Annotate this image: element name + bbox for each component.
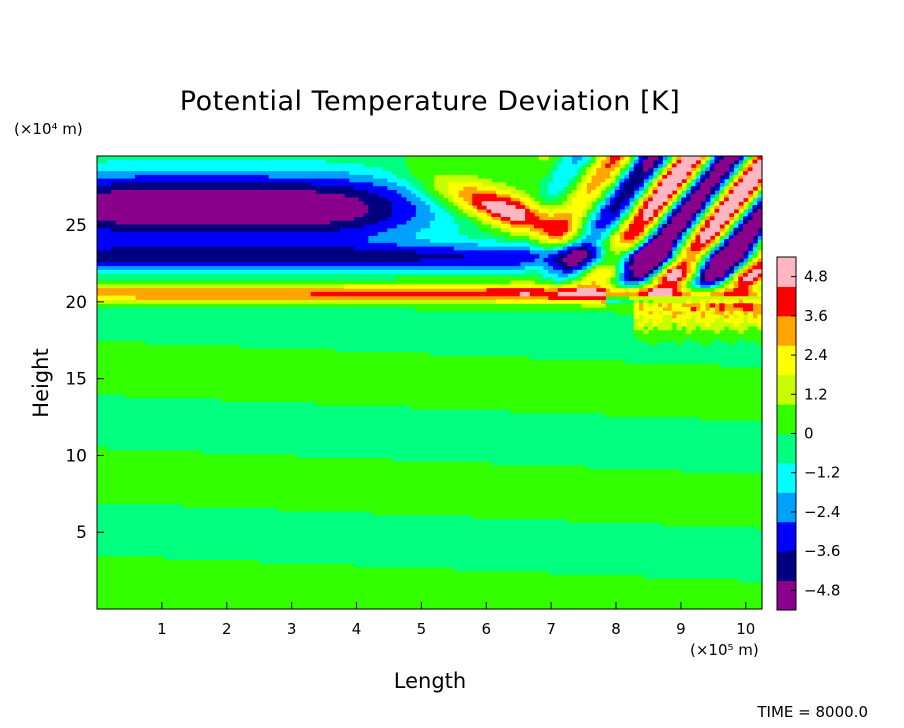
heatmap-color-region bbox=[97, 156, 763, 327]
plot-area: 1 2 3 4 5 6 7 8 9 10 5 10 15 20 25 bbox=[65, 155, 763, 638]
x-tick-label: 4 bbox=[352, 620, 362, 638]
colorbar-tick-label: −4.8 bbox=[804, 581, 840, 599]
y-unit-label: (×10⁴ m) bbox=[14, 120, 83, 138]
y-tick-label: 20 bbox=[65, 293, 87, 313]
heatmap-color-region bbox=[97, 156, 763, 282]
x-tick-label: 9 bbox=[676, 620, 686, 638]
chart-title: Potential Temperature Deviation [K] bbox=[180, 86, 680, 117]
colorbar-tick-label: 4.8 bbox=[804, 268, 828, 286]
x-tick-label: 10 bbox=[736, 620, 755, 638]
heatmap-color-region bbox=[97, 156, 763, 304]
heatmap-color-region bbox=[97, 156, 763, 285]
x-axis-title: Length bbox=[394, 669, 466, 693]
y-tick-label: 15 bbox=[65, 370, 87, 390]
x-tick-label: 3 bbox=[287, 620, 297, 638]
colorbar-swatch bbox=[777, 521, 796, 552]
heatmap-color-region bbox=[97, 156, 763, 335]
colorbar-tick-label: −1.2 bbox=[804, 464, 840, 482]
heatmap-field bbox=[97, 156, 763, 610]
colorbar-swatch bbox=[777, 315, 796, 346]
colorbar-swatch bbox=[777, 433, 796, 464]
colorbar-swatch bbox=[777, 462, 796, 493]
x-tick-label: 8 bbox=[611, 620, 621, 638]
colorbar-tick-label: −3.6 bbox=[804, 542, 840, 560]
colorbar-tick-label: −2.4 bbox=[804, 503, 840, 521]
x-tick-label: 1 bbox=[157, 620, 167, 638]
x-tick-label: 5 bbox=[417, 620, 427, 638]
y-tick-label: 10 bbox=[65, 446, 87, 466]
colorbar-swatch bbox=[777, 374, 796, 405]
time-label: TIME = 8000.0 bbox=[756, 703, 868, 721]
colorbar-swatch bbox=[777, 580, 796, 611]
y-tick-label: 25 bbox=[65, 216, 87, 236]
colorbar-tick-label: 1.2 bbox=[804, 385, 828, 403]
y-tick-label: 5 bbox=[76, 523, 87, 543]
x-tick-label: 2 bbox=[222, 620, 232, 638]
colorbar-tick-label: 2.4 bbox=[804, 346, 828, 364]
heatmap-color-region bbox=[310, 156, 763, 312]
heatmap-color-region bbox=[97, 156, 763, 282]
x-unit-label: (×10⁵ m) bbox=[690, 641, 759, 659]
colorbar-tick-label: 0 bbox=[804, 425, 814, 443]
colorbar-tick-label: 3.6 bbox=[804, 307, 828, 325]
plot-frame bbox=[96, 155, 763, 610]
colorbar-swatch bbox=[777, 492, 796, 523]
colorbar-swatch bbox=[777, 345, 796, 376]
colorbar-swatch bbox=[777, 257, 796, 287]
colorbar-swatch bbox=[777, 551, 796, 582]
colorbar-swatch bbox=[777, 404, 796, 434]
y-axis-title: Height bbox=[29, 348, 53, 417]
colorbar: −4.8 −3.6 −2.4 −1.2 0 1.2 2.4 3.6 4.8 bbox=[776, 256, 840, 611]
colorbar-swatch bbox=[777, 286, 796, 317]
x-tick-label: 7 bbox=[546, 620, 556, 638]
x-tick-label: 6 bbox=[481, 620, 491, 638]
